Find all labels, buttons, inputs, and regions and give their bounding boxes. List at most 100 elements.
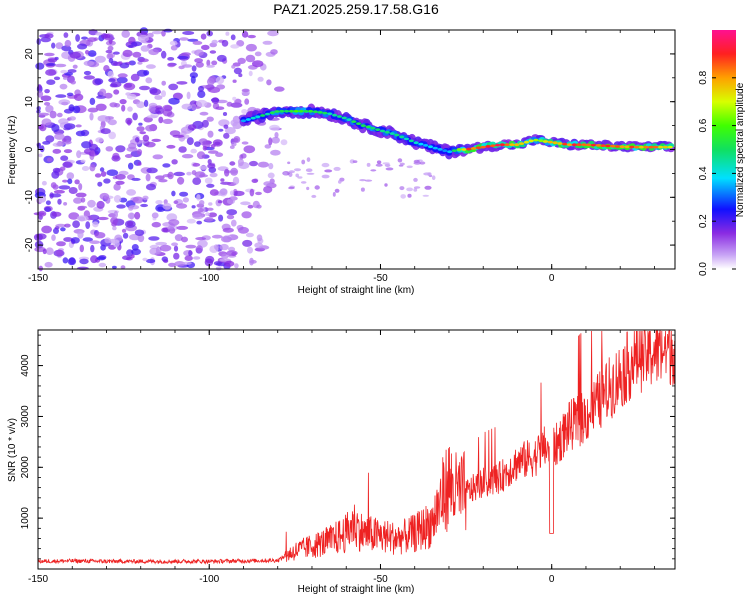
spectrogram-noise-blob [179,191,189,197]
spectrogram-noise-blob [240,153,247,159]
spectrogram-noise-blob [207,150,219,154]
spectrogram-noise-blob [51,124,60,132]
spectrogram-noise-blob [195,245,203,254]
spectrogram-ridge-core [250,116,256,120]
spectrogram-noise-blob [113,195,122,203]
spectrogram-ridge-core [538,139,544,143]
spectrogram-noise-blob [112,226,117,231]
spectrogram-noise-blob [332,192,336,197]
spectrogram-noise-blob [231,64,236,69]
spectrogram-ridge-core [461,148,467,151]
spectrogram-noise-blob [69,51,81,59]
spectrogram-noise-blob [68,257,76,265]
spectrogram-noise-blob [301,159,306,165]
spectrogram-ridge-core [480,145,486,149]
spectrogram-ridge-core [614,145,621,148]
spectrogram-noise-blob [274,86,285,92]
spectrogram-noise-blob [243,145,256,154]
spectrogram-noise-blob [132,196,144,204]
spectrogram-noise-blob [233,136,241,143]
spectrogram-noise-blob [81,36,88,40]
spectrogram-noise-blob [231,141,237,147]
spectrogram-noise-blob [232,79,237,83]
spectrogram-noise-blob [192,162,201,167]
spectrogram-noise-blob [370,169,377,172]
spectrogram-noise-blob [162,118,173,124]
spectrogram-noise-blob [168,262,176,267]
spectrogram-noise-blob [127,212,135,220]
spectrogram-noise-blob [211,39,218,45]
spectrogram-noise-blob [218,128,224,132]
spectrogram-noise-blob [130,73,140,82]
spectrogram-ridge-core [327,112,333,116]
spectrogram-noise-blob [80,159,86,163]
spectrogram-noise-blob [85,50,90,55]
spectrogram-noise-blob [169,40,178,46]
spectrogram-ridge-core [576,143,582,147]
spectrogram-noise-blob [106,169,119,176]
spectrogram-ridge-core [274,110,280,113]
spectrogram-noise-blob [89,97,96,105]
spectrogram-noise-blob [140,203,149,208]
spectrogram-noise-blob [104,237,111,244]
spectrogram-noise-blob [182,64,193,68]
spectrogram-noise-blob [158,116,164,124]
spectrogram-noise-blob [217,200,223,204]
spectrogram-ridge-core [590,143,597,147]
spectrogram-noise-blob [122,49,133,58]
spectrogram-noise-blob [60,227,66,232]
spectrogram-noise-blob [192,213,204,220]
spectrogram-noise-blob [231,219,237,227]
spectrogram-noise-blob [185,244,197,249]
spectrogram-noise-blob [181,103,193,110]
spectrogram-noise-blob [122,255,132,260]
spectrogram-ridge-core [638,145,645,149]
spectrogram-noise-blob [177,176,185,185]
spectrogram-noise-blob [82,237,94,242]
spectrogram-noise-blob [45,247,54,255]
spectrogram-noise-blob [194,171,206,178]
spectrogram-noise-blob [36,106,41,111]
spectrogram-noise-blob [222,112,228,116]
spectrogram-noise-blob [130,254,135,259]
spectrogram-noise-blob [211,60,218,66]
spectrogram-noise-blob [229,190,235,196]
spectrogram-noise-blob [83,60,95,66]
spectrogram-noise-blob [105,34,111,39]
spectrogram-ridge-core [264,112,271,116]
spectrogram-noise-blob [136,149,143,155]
spectrogram-noise-blob [80,197,86,203]
spectrogram-noise-blob [264,144,272,149]
spectrogram-noise-blob [413,177,418,182]
spectrogram-noise-blob [131,244,139,251]
spectrogram-noise-blob [97,181,103,187]
spectrogram-noise-blob [206,207,214,211]
spectrogram-noise-blob [63,237,73,242]
spectrogram-noise-blob [128,205,134,211]
spectrogram-noise-blob [142,195,149,201]
spectrogram-noise-blob [62,179,68,183]
spectrogram-noise-blob [244,98,250,105]
spectrogram-noise-blob [237,158,244,167]
spectrogram-noise-blob [105,146,114,152]
spectrogram-noise-blob [139,131,146,135]
spectrogram-noise-blob [162,163,171,168]
spectrogram-noise-blob [111,155,121,162]
spectrogram-noise-blob [194,141,201,147]
spectrogram-noise-blob [262,40,273,45]
spectrogram-noise-blob [95,137,104,143]
spectrogram-noise-blob [241,31,249,38]
snr-xtick-label: 0 [549,574,555,585]
spectrogram-noise-blob [406,165,413,169]
spectrogram-noise-blob [413,159,420,163]
spectrogram-noise-blob [37,195,46,203]
spectrogram-noise-blob [173,245,179,252]
spectrogram-noise-blob [288,186,295,190]
spectrogram-noise-blob [56,142,65,147]
spectrogram-noise-blob [190,75,196,84]
spectrogram-noise-blob [204,258,214,267]
spectrogram-ytick-label: -20 [24,237,35,252]
spectrogram-noise-blob [103,178,111,184]
spectrogram-noise-blob [87,37,97,42]
